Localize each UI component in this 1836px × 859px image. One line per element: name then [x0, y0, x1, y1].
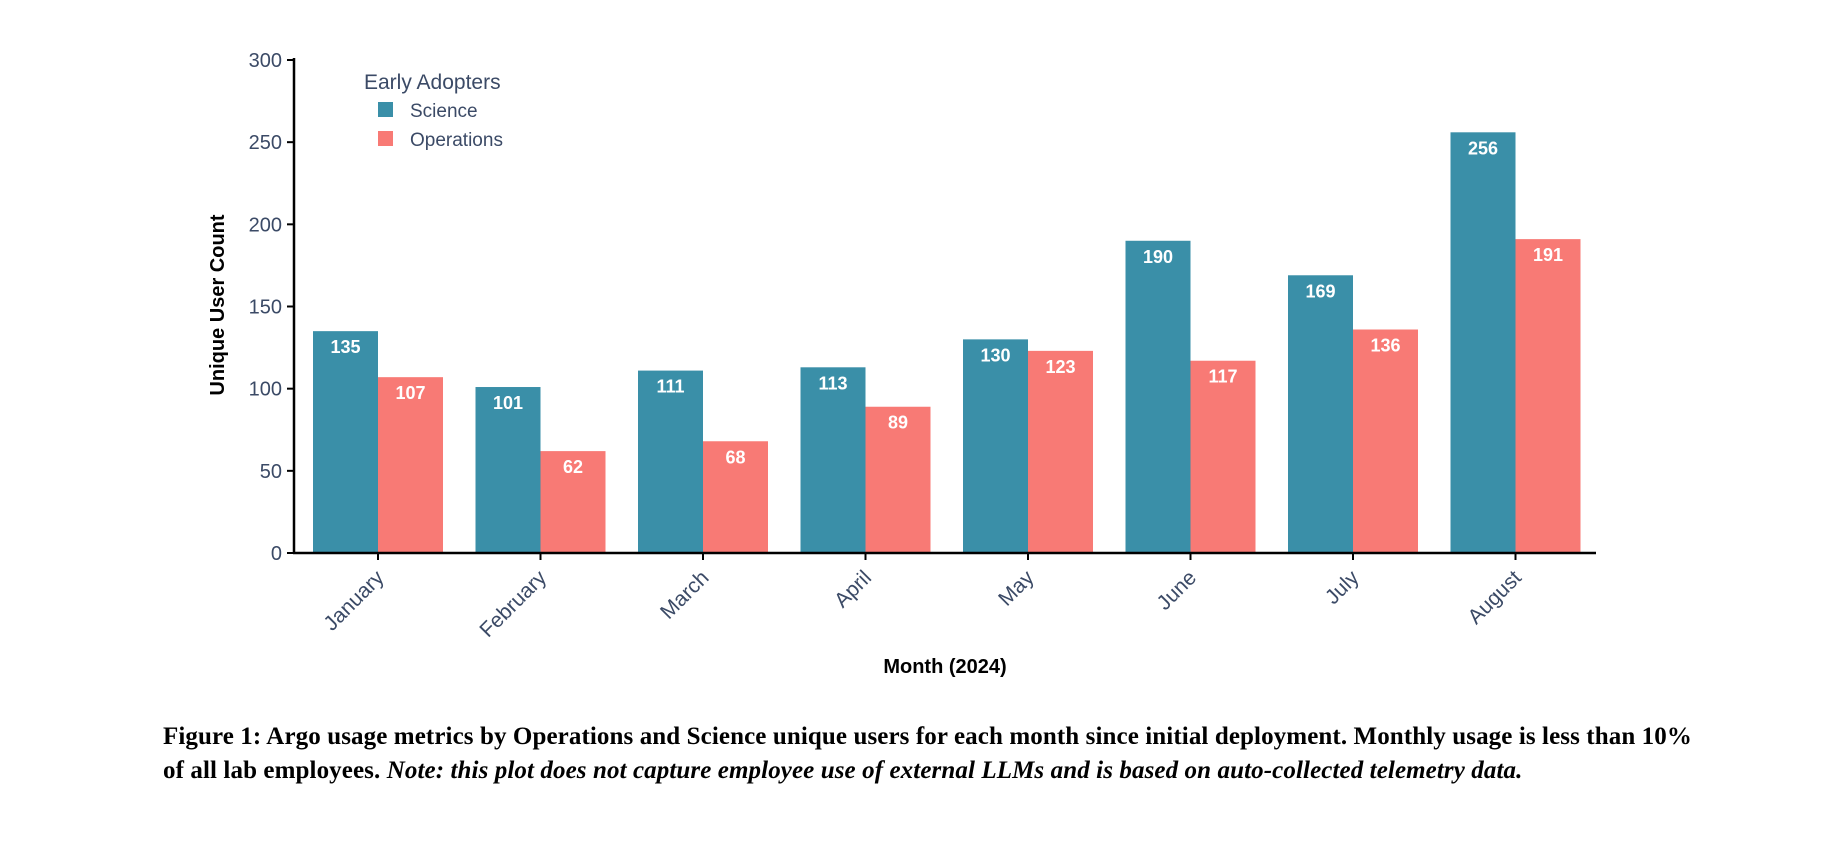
bar-label-operations-march: 68	[725, 447, 745, 467]
bar-science-june	[1125, 240, 1191, 553]
bar-science-january	[313, 331, 378, 553]
x-tick-label-january: January	[319, 566, 388, 635]
bar-label-operations-june: 117	[1208, 367, 1237, 387]
x-tick-label-june: June	[1153, 566, 1201, 614]
legend-label-operations: Operations	[410, 130, 503, 151]
bar-label-science-august: 256	[1468, 138, 1498, 158]
caption-main: Figure 1: Argo usage metrics by Operatio…	[163, 723, 1692, 784]
bar-operations-june	[1190, 360, 1256, 553]
bar-science-july	[1288, 275, 1353, 553]
legend: Early Adopters Science Operations	[364, 71, 503, 151]
bar-label-science-march: 111	[656, 377, 684, 397]
x-axis: January February March April May June July Augu…	[293, 551, 1596, 642]
x-tick-label-april: April	[830, 566, 876, 612]
x-tick-label-may: May	[994, 566, 1039, 611]
bar-label-science-june: 190	[1143, 247, 1173, 267]
bar-label-operations-february: 62	[563, 457, 583, 477]
x-tick-label-march: March	[656, 566, 714, 624]
x-tick-label-february: February	[475, 566, 551, 642]
caption-note: Note: this plot does not capture employe…	[386, 757, 1523, 784]
y-tick-label: 200	[249, 214, 282, 236]
bar-science-may	[963, 339, 1028, 553]
legend-title: Early Adopters	[364, 71, 501, 94]
bar-label-operations-august: 191	[1533, 245, 1563, 265]
bar-science-august	[1450, 132, 1516, 553]
bar-label-operations-january: 107	[395, 383, 425, 403]
bar-science-april	[800, 367, 866, 553]
bar-operations-august	[1515, 239, 1581, 553]
legend-swatch-operations	[378, 131, 393, 146]
y-axis-title: Unique User Count	[207, 214, 229, 395]
bar-science-february	[475, 387, 541, 553]
legend-swatch-science	[378, 102, 393, 117]
y-tick-label: 250	[249, 132, 282, 154]
figure-caption: Figure 1: Argo usage metrics by Operatio…	[163, 720, 1703, 788]
bar-label-operations-april: 89	[888, 413, 908, 433]
bar-label-science-february: 101	[493, 393, 523, 413]
x-tick-label-august: August	[1464, 566, 1527, 629]
bar-science-march	[638, 370, 703, 553]
bars-layer	[313, 132, 1581, 553]
bar-operations-april	[865, 406, 931, 553]
bar-operations-february	[540, 451, 606, 553]
bar-label-science-july: 169	[1305, 281, 1335, 301]
bar-label-operations-july: 136	[1370, 336, 1400, 356]
y-axis: 0 50 100 150 200 250 300	[249, 50, 296, 565]
x-axis-title: Month (2024)	[883, 656, 1006, 678]
legend-label-science: Science	[410, 101, 478, 122]
bar-label-science-april: 113	[818, 373, 847, 393]
bar-chart: 135 107 101 62 111 68 113 89 130 123 190 117 169 136 2…	[207, 50, 1596, 678]
bar-label-science-january: 135	[330, 337, 360, 357]
bar-operations-may	[1028, 350, 1093, 553]
bar-operations-january	[378, 377, 443, 553]
y-tick-label: 300	[249, 50, 282, 72]
y-tick-label: 0	[271, 543, 282, 565]
bar-label-science-may: 130	[980, 345, 1010, 365]
y-tick-label: 150	[249, 297, 282, 319]
bar-operations-july	[1353, 329, 1418, 553]
y-tick-label: 100	[249, 379, 282, 401]
bar-label-operations-may: 123	[1045, 357, 1075, 377]
bar-labels-layer: 135 107 101 62 111 68 113 89 130 123 190 117 169 136 2…	[330, 138, 1563, 477]
y-tick-label: 50	[260, 461, 282, 483]
bar-operations-march	[703, 441, 768, 553]
x-tick-label-july: July	[1321, 566, 1364, 609]
